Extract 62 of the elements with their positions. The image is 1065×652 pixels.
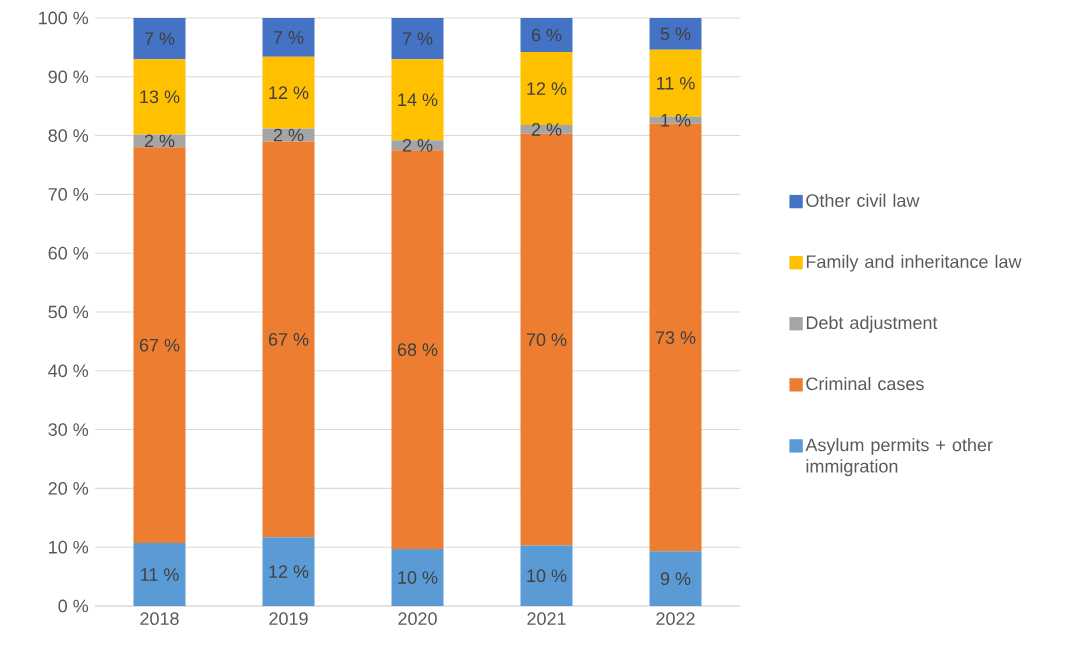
data-label: 70 % [526, 333, 567, 346]
bar [262, 537, 315, 606]
data-label: 12 % [527, 82, 567, 95]
y-tick-label: 90 % [48, 70, 89, 84]
x-tick-label: 2022 [656, 612, 695, 625]
data-label: 9 % [660, 572, 691, 586]
y-tick-label: 20 % [48, 482, 89, 495]
bar [391, 59, 444, 141]
data-label: 1 % [661, 114, 691, 127]
x-tick-label: 2021 [527, 612, 566, 625]
y-tick-label: 60 % [48, 246, 89, 260]
legend-label: Other civil law [806, 193, 920, 207]
data-label: 12 % [269, 565, 309, 578]
data-label: 7 % [144, 32, 175, 45]
data-label: 12 % [269, 86, 309, 99]
data-label: 11 % [141, 568, 179, 581]
data-label: 10 % [527, 569, 567, 583]
data-label: 67 % [268, 332, 309, 346]
data-label: 11 % [657, 76, 695, 90]
y-tick-label: 0 % [58, 599, 89, 613]
y-tick-label: 40 % [48, 364, 89, 378]
data-label: 68 % [397, 343, 438, 356]
bar [520, 545, 573, 606]
data-label: 2 % [144, 134, 175, 148]
data-label: 2 % [273, 128, 304, 142]
data-label: 2 % [531, 123, 562, 136]
legend-label: Debt adjustment [806, 315, 938, 333]
bar [391, 150, 444, 549]
y-tick-label: 80 % [48, 129, 89, 142]
bar [649, 17, 702, 50]
bar [262, 56, 315, 129]
legend-label: Asylum permits + other immigration [805, 438, 993, 477]
data-label: 6 % [531, 28, 562, 42]
legend-label: Family and inheritance law [806, 254, 1022, 272]
y-tick-label: 30 % [48, 423, 89, 436]
data-label: 5 % [660, 27, 691, 41]
data-label: 13 % [140, 90, 180, 104]
x-tick-label: 2019 [269, 612, 308, 625]
data-label: 10 % [398, 571, 438, 584]
y-tick-label: 10 % [49, 540, 89, 554]
bar [133, 17, 186, 60]
data-label: 2 % [402, 138, 433, 152]
data-label: 67 % [139, 338, 180, 352]
x-tick-label: 2018 [140, 612, 179, 625]
bar [391, 17, 444, 60]
x-tick-label: 2020 [398, 612, 437, 625]
bar [133, 543, 186, 606]
data-label: 7 % [273, 31, 304, 44]
y-tick-label: 50 % [48, 305, 89, 319]
bar [133, 59, 186, 135]
data-label: 7 % [402, 32, 433, 45]
bar [649, 551, 702, 606]
bar [391, 548, 444, 606]
data-label: 14 % [398, 93, 438, 107]
y-tick-label: 100 % [39, 11, 89, 25]
bar [262, 17, 315, 57]
bar [520, 17, 573, 53]
bar [262, 141, 315, 538]
legend-label: Criminal cases [806, 376, 924, 391]
y-tick-label: 70 % [48, 188, 89, 201]
data-label: 73 % [655, 331, 696, 344]
bar [133, 147, 186, 544]
